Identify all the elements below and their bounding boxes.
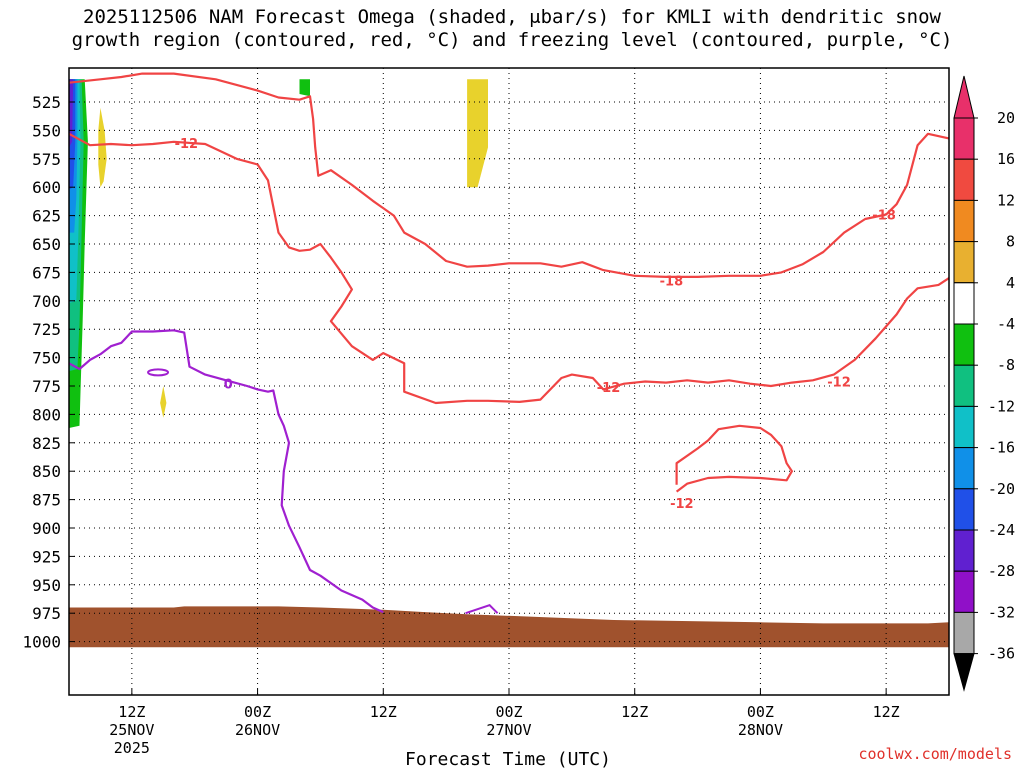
contour-label-1: -18	[660, 274, 684, 289]
x-tick-label-42-0: 00Z	[495, 703, 522, 721]
freezing-loop-small	[147, 368, 170, 377]
colorbar-label-12: -32	[988, 603, 1015, 621]
colorbar-label-10: -24	[988, 521, 1015, 539]
contour-label-layer: -12 -18 -18 -12 -12 -12 0	[175, 137, 896, 512]
contour-layer	[68, 72, 950, 615]
chart-title-line2: growth region (contoured, red, °C) and f…	[71, 29, 953, 51]
dgz-contour-0	[68, 72, 950, 278]
colorbar-top-arrow	[953, 75, 975, 119]
colorbar-label-4: 4	[1006, 274, 1015, 292]
colorbar-pos-1	[953, 158, 975, 201]
colorbar-label-2: 12	[997, 191, 1015, 209]
y-tick-label-575: 575	[32, 150, 61, 169]
colorbar-label-11: -28	[988, 562, 1015, 580]
terrain-fill	[69, 606, 949, 648]
y-tick-label-825: 825	[32, 434, 61, 453]
y-axis: 525 550 575 600 625 650 675 700 725 750 775 800 825 8…	[22, 93, 75, 652]
contour-label-3: -12	[597, 381, 621, 396]
omega-patch-9	[299, 79, 310, 97]
y-tick-label-550: 550	[32, 121, 61, 140]
y-tick-label-600: 600	[32, 178, 61, 197]
x-tick-label-66-1: 28NOV	[738, 721, 783, 739]
x-tick-label-6-0: 12Z	[118, 703, 145, 721]
x-tick-label-54-0: 12Z	[621, 703, 648, 721]
contour-label-2: -18	[872, 208, 896, 223]
contour-label-0: -12	[175, 137, 199, 152]
x-tick-label-18-0: 00Z	[244, 703, 271, 721]
dgz-contour-1	[68, 132, 950, 405]
colorbar-label-5: -4	[997, 315, 1015, 333]
contour-label-4: -12	[827, 375, 851, 390]
omega-patch-7	[160, 386, 167, 418]
colorbar-pos-2	[953, 199, 975, 243]
y-tick-label-800: 800	[32, 405, 61, 424]
colorbar-pos-0	[953, 117, 975, 160]
colorbar-label-9: -20	[988, 480, 1015, 498]
colorbar-neg-1	[953, 364, 975, 407]
colorbar-neg-6	[953, 570, 975, 613]
site-credit: coolwx.com/models	[858, 745, 1012, 763]
y-tick-label-675: 675	[32, 263, 61, 282]
y-tick-label-650: 650	[32, 235, 61, 254]
x-axis-title: Forecast Time (UTC)	[405, 749, 611, 768]
colorbar-bottom-arrow	[953, 653, 975, 692]
colorbar-label-13: -36	[988, 645, 1015, 663]
y-tick-label-1000: 1000	[22, 633, 61, 652]
y-tick-label-950: 950	[32, 576, 61, 595]
y-tick-label-725: 725	[32, 320, 61, 339]
chart-title-line1: 2025112506 NAM Forecast Omega (shaded, μ…	[83, 6, 941, 28]
x-tick-label-30-0: 12Z	[370, 703, 397, 721]
colorbar-label-6: -8	[997, 356, 1015, 374]
freezing-loop-surface	[465, 604, 499, 615]
grid-layer	[69, 68, 949, 695]
colorbar-label-0: 20	[997, 109, 1015, 127]
omega-patch-6	[98, 107, 107, 188]
plot-frame	[68, 67, 950, 696]
colorbar-neg-7	[953, 611, 975, 655]
y-tick-label-775: 775	[32, 377, 61, 396]
colorbar-white	[953, 282, 975, 325]
y-tick-label-850: 850	[32, 462, 61, 481]
colorbar: 20 16 12 8 4 -4 -8 -12 -16 -20 -24 -28 -32 -36	[953, 75, 1015, 692]
x-tick-label-6-2: 2025	[114, 739, 150, 757]
omega-patch-8	[467, 79, 488, 188]
colorbar-pos-3	[953, 241, 975, 284]
y-tick-label-925: 925	[32, 547, 61, 566]
y-tick-label-525: 525	[32, 93, 61, 112]
colorbar-neg-2	[953, 405, 975, 449]
colorbar-neg-3	[953, 447, 975, 490]
x-tick-label-42-1: 27NOV	[486, 721, 531, 739]
y-tick-label-875: 875	[32, 491, 61, 510]
colorbar-label-7: -12	[988, 397, 1015, 415]
x-tick-label-66-0: 00Z	[747, 703, 774, 721]
x-tick-label-18-1: 26NOV	[235, 721, 280, 739]
chart-title: 2025112506 NAM Forecast Omega (shaded, μ…	[0, 6, 1024, 52]
colorbar-neg-0	[953, 323, 975, 366]
colorbar-label-1: 16	[997, 150, 1015, 168]
colorbar-label-8: -16	[988, 439, 1015, 457]
colorbar-neg-4	[953, 488, 975, 531]
y-tick-label-975: 975	[32, 604, 61, 623]
x-tick-label-78-0: 12Z	[873, 703, 900, 721]
colorbar-label-3: 8	[1006, 233, 1015, 251]
terrain-layer	[69, 606, 949, 648]
freezing-level-contour	[68, 329, 384, 614]
x-tick-label-6-1: 25NOV	[109, 721, 154, 739]
contour-label-5: -12	[670, 497, 694, 512]
y-tick-label-750: 750	[32, 349, 61, 368]
colorbar-neg-5	[953, 529, 975, 572]
y-tick-label-700: 700	[32, 292, 61, 311]
dgz-contour-2	[675, 424, 794, 493]
y-tick-label-625: 625	[32, 207, 61, 226]
y-tick-label-900: 900	[32, 519, 61, 538]
freezing-label: 0	[224, 378, 233, 393]
